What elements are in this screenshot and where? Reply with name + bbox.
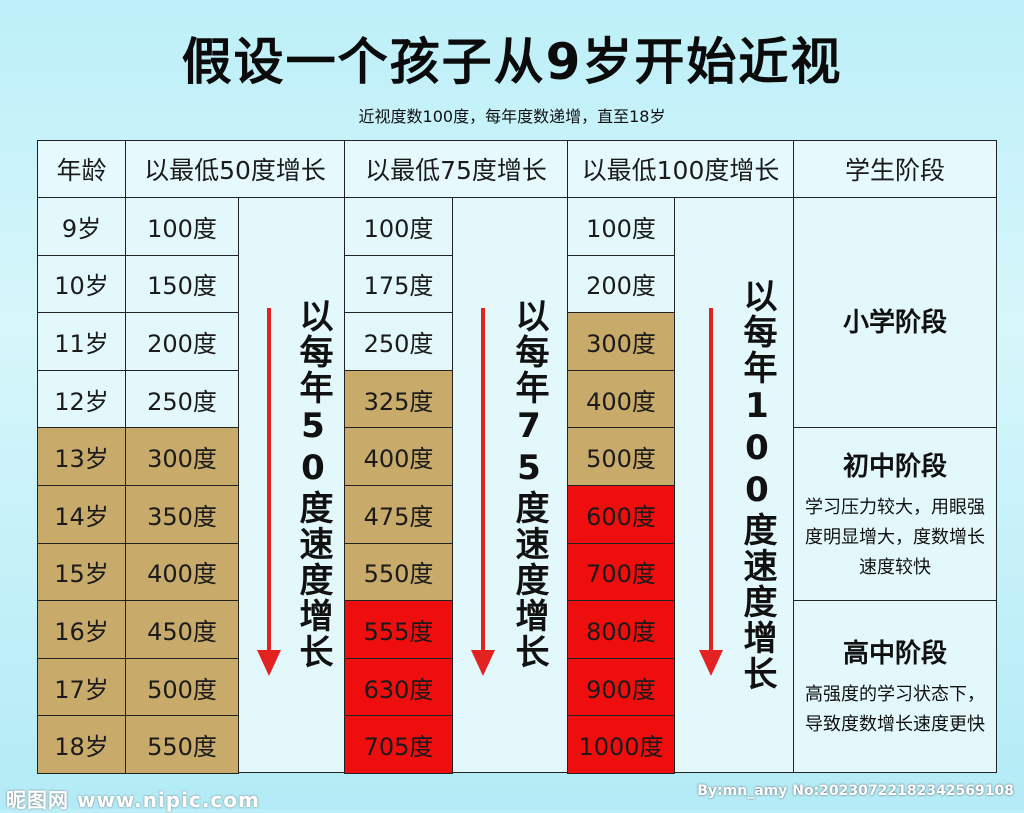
value-75-cell: 630度: [344, 657, 453, 717]
value-75-cell: 175度: [344, 254, 453, 314]
age-cell: 11岁: [37, 312, 126, 371]
value-100-cell: 900度: [567, 657, 675, 717]
value-100-cell: 700度: [567, 542, 675, 602]
value-75-cell: 325度: [344, 369, 453, 429]
header-stage: 学生阶段: [793, 140, 997, 198]
value-100-cell: 500度: [567, 427, 675, 486]
age-cell: 17岁: [37, 657, 126, 717]
value-50-cell: 400度: [125, 542, 239, 602]
value-100-cell: 100度: [567, 197, 675, 256]
speed-label-75: 以每年75度速度增长: [509, 298, 549, 670]
down-arrow-75: [481, 308, 485, 653]
age-cell: 12岁: [37, 369, 126, 429]
down-arrow-100: [709, 308, 713, 653]
age-cell: 10岁: [37, 254, 126, 314]
stage-middle-desc: 学习压力较大，用眼强度明显增大，度数增长速度较快: [805, 496, 985, 578]
value-100-cell: 800度: [567, 600, 675, 659]
speed-label-100: 以每年100度速度增长: [737, 278, 777, 692]
page-subtitle: 近视度数100度，每年度数递增，直至18岁: [358, 107, 666, 126]
stage-high: 高中阶段 高强度的学习状态下，导致度数增长速度更快: [793, 600, 997, 773]
value-75-cell: 475度: [344, 485, 453, 544]
value-100-cell: 200度: [567, 254, 675, 314]
down-arrow-head-50: [257, 650, 281, 676]
stage-high-title: 高中阶段: [842, 639, 947, 669]
value-75-cell: 400度: [344, 427, 453, 486]
value-50-cell: 500度: [125, 657, 239, 717]
value-50-cell: 450度: [125, 600, 239, 659]
value-100-cell: 1000度: [567, 715, 675, 774]
value-100-cell: 400度: [567, 369, 675, 429]
value-100-cell: 600度: [567, 485, 675, 544]
stage-middle: 初中阶段 学习压力较大，用眼强度明显增大，度数增长速度较快: [793, 427, 997, 601]
value-50-cell: 150度: [125, 254, 239, 314]
age-cell: 16岁: [37, 600, 126, 659]
speed-col75: 以每年75度速度增长: [452, 197, 568, 773]
value-50-cell: 200度: [125, 312, 239, 371]
age-cell: 9岁: [37, 197, 126, 256]
value-50-cell: 550度: [125, 715, 239, 774]
header-col75: 以最低75度增长: [344, 140, 568, 198]
age-cell: 18岁: [37, 715, 126, 774]
age-cell: 14岁: [37, 485, 126, 544]
page-title: 假设一个孩子从9岁开始近视: [181, 33, 843, 91]
watermark-left: 昵图网 www.nipic.com: [6, 788, 260, 812]
value-75-cell: 550度: [344, 542, 453, 602]
stage-middle-title: 初中阶段: [842, 451, 947, 482]
header-col100: 以最低100度增长: [567, 140, 794, 198]
stage-primary: 小学阶段: [793, 197, 997, 428]
stage-primary-title: 小学阶段: [842, 308, 947, 338]
myopia-table: 年龄 以最低50度增长 以最低75度增长 以最低100度增长 学生阶段 以每年5…: [37, 140, 997, 774]
value-100-cell: 300度: [567, 312, 675, 371]
value-75-cell: 100度: [344, 197, 453, 256]
watermark-right: By:mn_amy No:20230722182342569108: [697, 783, 1014, 799]
value-50-cell: 300度: [125, 427, 239, 486]
header-age: 年龄: [37, 140, 126, 198]
down-arrow-50: [267, 308, 271, 653]
header-col50: 以最低50度增长: [125, 140, 345, 198]
value-75-cell: 555度: [344, 600, 453, 659]
age-cell: 13岁: [37, 427, 126, 486]
down-arrow-head-75: [471, 650, 495, 676]
speed-label-50: 以每年50度速度增长: [293, 298, 333, 670]
value-75-cell: 250度: [344, 312, 453, 371]
value-50-cell: 350度: [125, 485, 239, 544]
value-50-cell: 250度: [125, 369, 239, 429]
value-75-cell: 705度: [344, 715, 453, 774]
speed-col50: 以每年50度速度增长: [238, 197, 345, 773]
down-arrow-head-100: [699, 650, 723, 676]
speed-col100: 以每年100度速度增长: [674, 197, 794, 773]
age-cell: 15岁: [37, 542, 126, 602]
value-50-cell: 100度: [125, 197, 239, 256]
stage-high-desc: 高强度的学习状态下，导致度数增长速度更快: [805, 684, 985, 735]
